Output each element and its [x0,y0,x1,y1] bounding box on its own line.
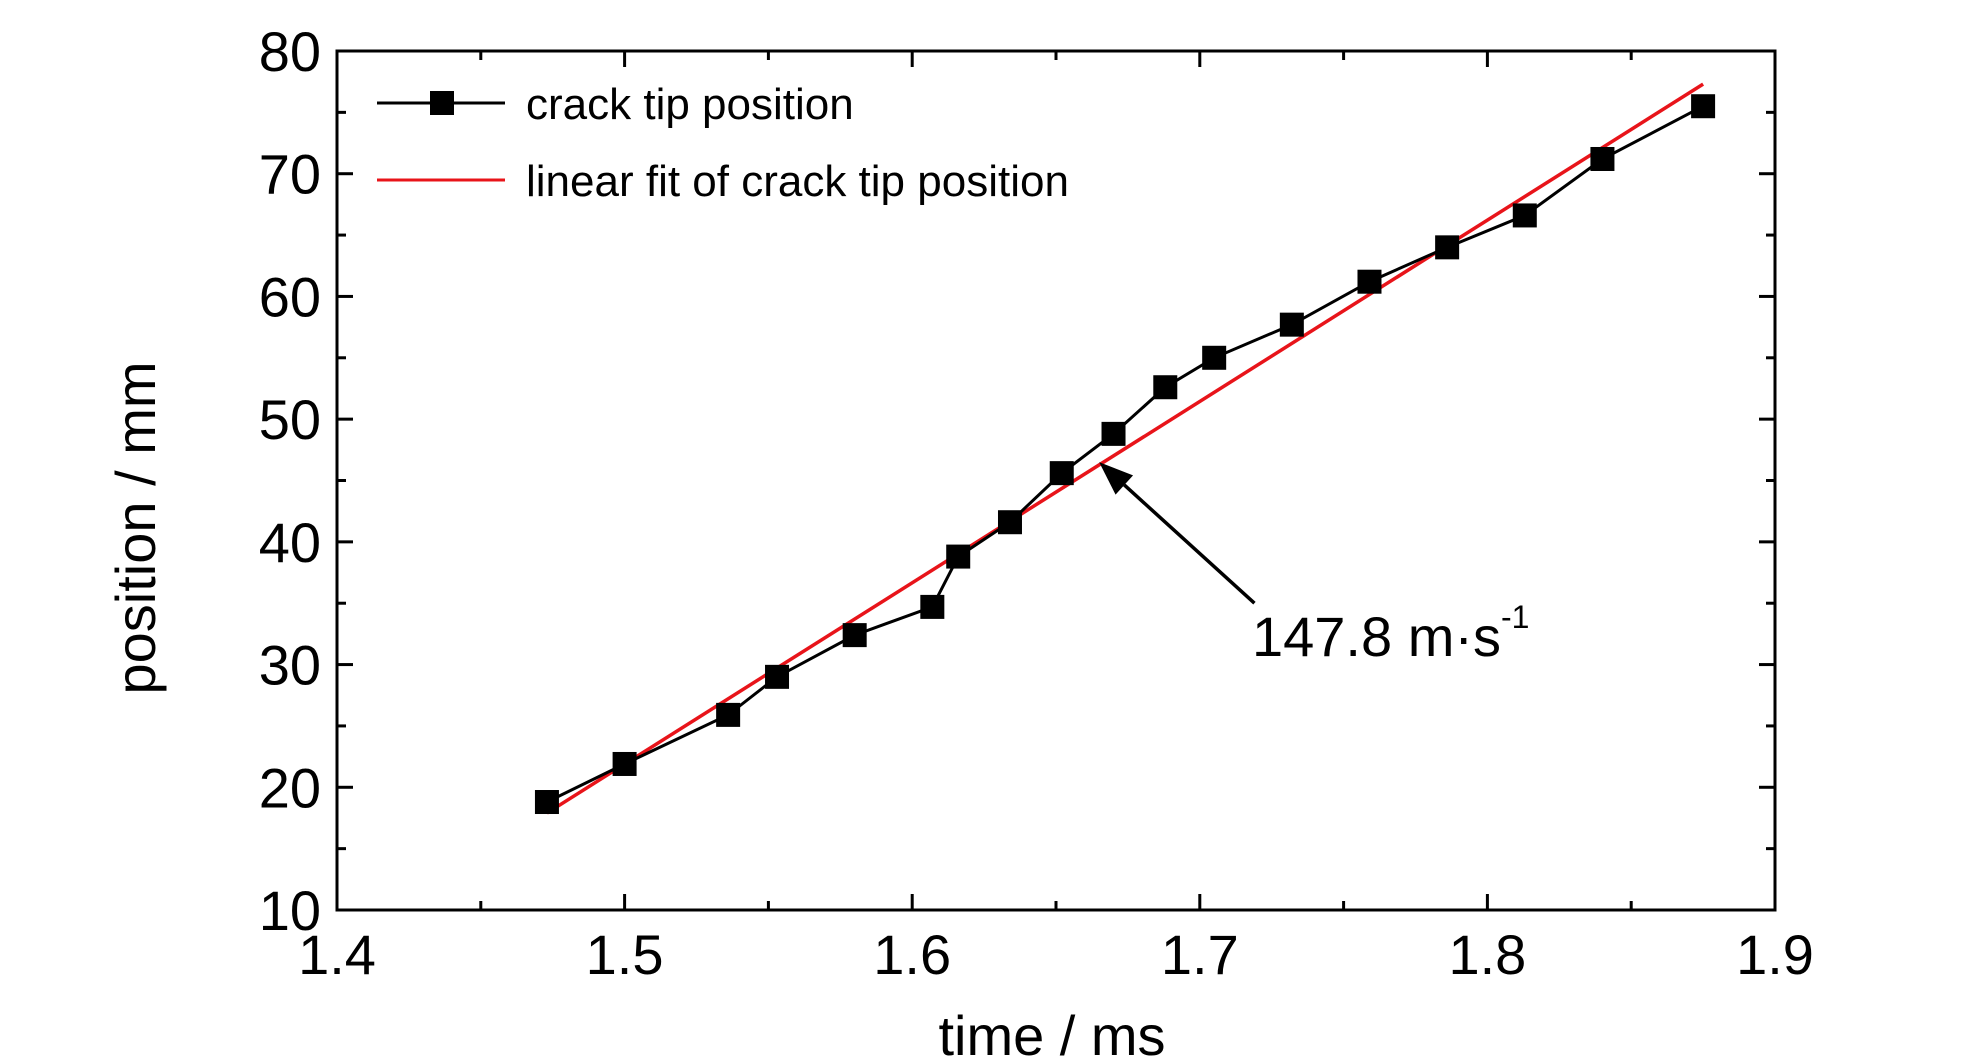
y-tick-label: 40 [259,511,321,574]
data-point [534,790,559,815]
y-tick-label: 30 [259,634,321,697]
x-tick-label: 1.9 [1736,923,1814,986]
data-point [1153,375,1178,400]
annotation-label: 147.8 m·s-1 [1252,599,1529,668]
x-tick-label: 1.6 [873,923,951,986]
data-point [1049,461,1074,486]
x-tick-label: 1.7 [1161,923,1239,986]
y-tick-label: 60 [259,265,321,328]
data-point [1590,146,1615,171]
legend-label-linear-fit: linear fit of crack tip position [526,157,1069,206]
x-tick-label: 1.5 [586,923,664,986]
data-point [920,594,945,619]
data-point [1279,312,1304,337]
data-point [612,751,637,776]
data-point [765,664,790,689]
annotation-arrow-head [1099,462,1134,495]
tick-marks [335,49,1777,912]
x-axis-label: time / ms [938,1004,1165,1063]
data-point [716,702,741,727]
y-tick-label: 80 [259,20,321,83]
tick-labels: 1.4 1.5 1.6 1.7 1.8 1.9 10 20 30 40 50 60 70 80 [259,20,1814,986]
legend-marker-crack-tip [430,91,454,115]
series-linear-fit-line [546,82,1705,815]
annotation: 147.8 m·s-1 [1099,462,1529,668]
y-axis-label: position / mm [104,362,167,695]
data-point [1101,421,1126,446]
data-point [946,544,971,569]
data-point [1691,94,1716,119]
legend-label-crack-tip: crack tip position [526,80,854,129]
data-point [997,510,1022,535]
data-point [1357,269,1382,294]
annotation-arrow-shaft [1123,483,1256,605]
legend: crack tip position linear fit of crack t… [377,80,1069,206]
x-tick-label: 1.4 [298,923,376,986]
data-point [1202,345,1227,370]
data-point [1435,235,1460,260]
y-tick-label: 10 [259,879,321,942]
series [534,82,1716,815]
annotation-main: 147.8 m·s [1252,605,1501,668]
x-tick-label: 1.8 [1448,923,1526,986]
data-point [1512,203,1537,228]
y-tick-label: 50 [259,388,321,451]
annotation-superscript: -1 [1501,599,1529,635]
y-tick-label: 70 [259,143,321,206]
y-tick-label: 20 [259,756,321,819]
data-point [842,623,867,648]
